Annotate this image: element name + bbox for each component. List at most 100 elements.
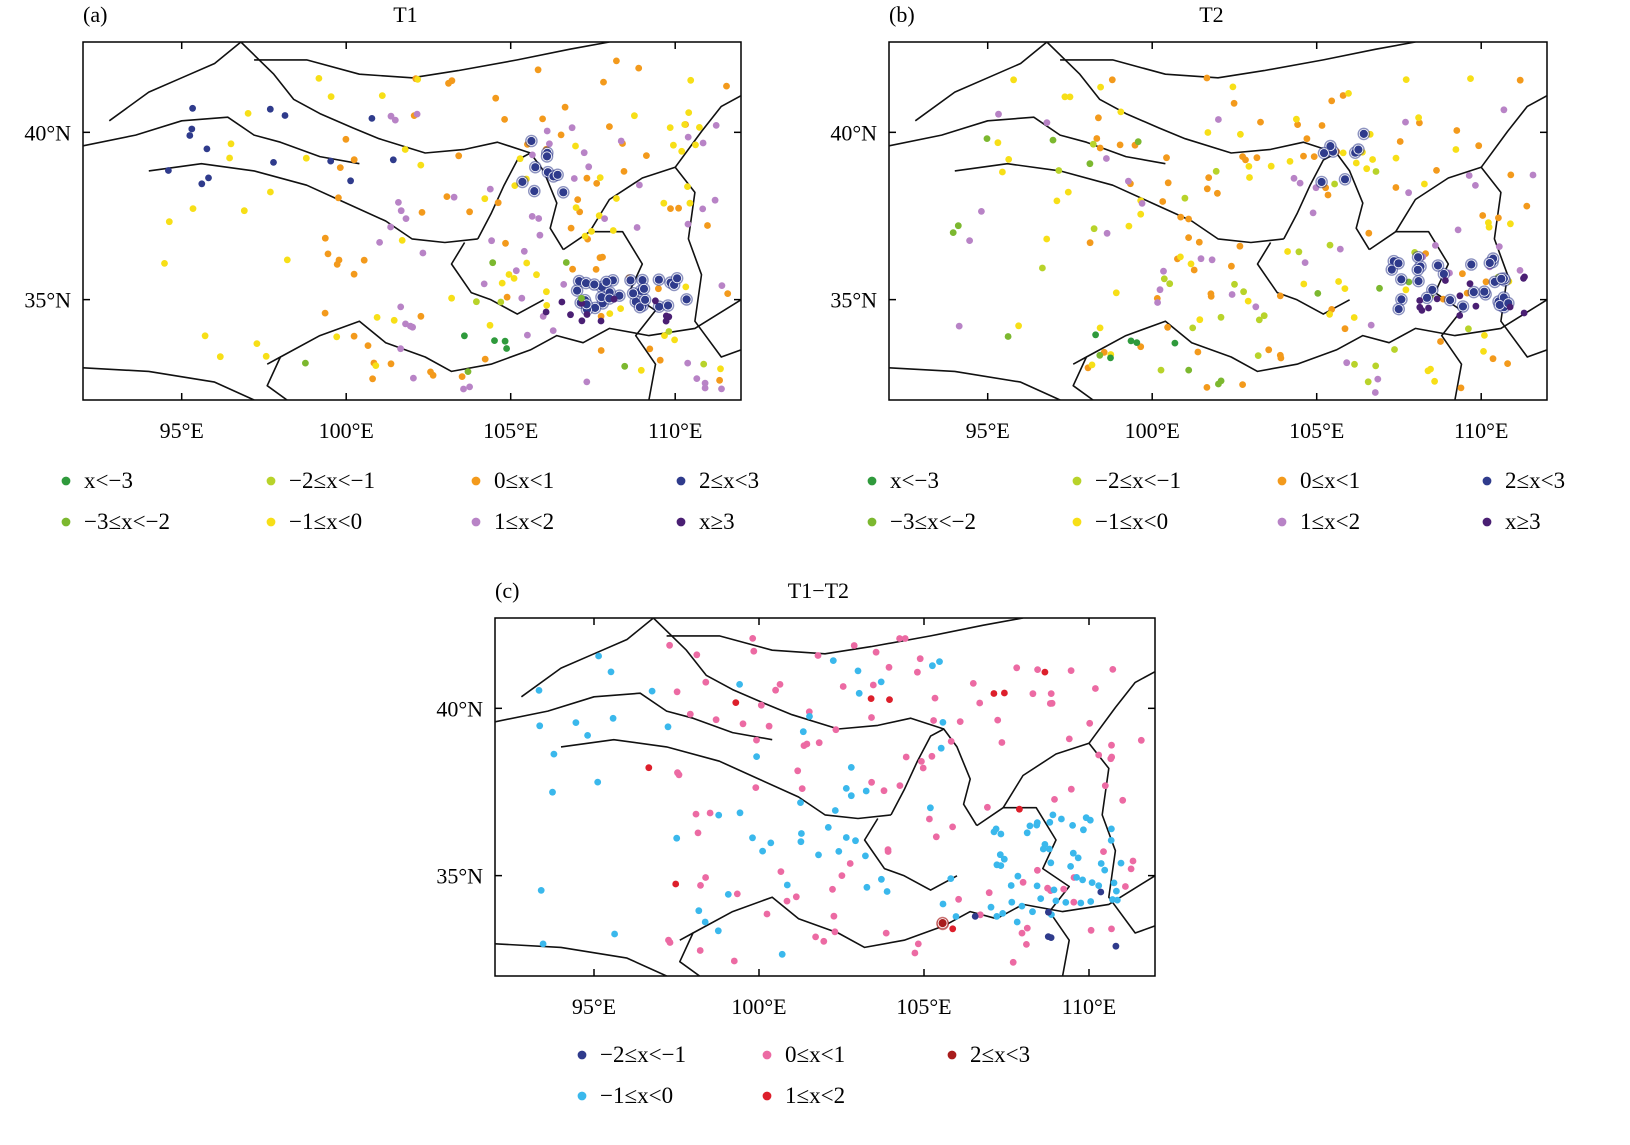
- station-dot: [501, 116, 508, 123]
- station-dot: [1041, 668, 1049, 676]
- station-dot: [662, 317, 670, 325]
- station-dot: [759, 847, 766, 855]
- station-dot: [949, 925, 957, 933]
- station-dot: [765, 722, 773, 730]
- station-dot: [1520, 309, 1528, 317]
- station-dot: [378, 92, 386, 99]
- border-line: [254, 42, 610, 79]
- station-dot: [1014, 872, 1022, 880]
- station-dot: [1339, 149, 1347, 157]
- station-dot: [1405, 189, 1412, 197]
- station-dot: [693, 651, 701, 659]
- station-dot: [1454, 226, 1462, 234]
- station-dot: [1328, 97, 1336, 105]
- station-dot: [684, 183, 691, 191]
- station-dot: [1157, 366, 1165, 374]
- station-dot: [1371, 389, 1379, 396]
- station-dot-ring: [1392, 302, 1405, 316]
- station-dot: [596, 174, 604, 182]
- station-dot: [1339, 92, 1347, 99]
- station-dot: [1482, 278, 1490, 286]
- station-dot: [226, 154, 234, 162]
- station-dot: [984, 803, 991, 811]
- legend-b: x<−3 −2≤x<−1 0≤x<1 2≤x<3 −3≤x<−2 −1≤x<0 1≤x<2 x…: [866, 468, 1565, 534]
- station-dot-ring: [624, 273, 637, 287]
- station-dot: [1295, 248, 1303, 256]
- station-dot: [1391, 346, 1398, 353]
- station-dot: [1090, 225, 1098, 233]
- station-dot: [753, 736, 760, 744]
- station-dot: [1013, 918, 1021, 926]
- legend-item: −3≤x<−2: [60, 509, 170, 534]
- station-dot: [165, 167, 172, 174]
- station-dot: [1125, 222, 1133, 230]
- station-dot: [578, 294, 585, 302]
- station-dot: [675, 204, 682, 212]
- station-dot: [896, 782, 904, 789]
- station-dot-ring: [525, 134, 538, 148]
- station-dot: [1215, 116, 1222, 123]
- station-dot: [417, 161, 425, 169]
- legend-item: 0≤x<1: [470, 468, 554, 493]
- station-dot: [646, 345, 654, 353]
- border-line: [450, 242, 544, 315]
- station-dot: [448, 77, 456, 85]
- station-dot-ring: [540, 150, 554, 163]
- station-dot: [763, 910, 771, 918]
- station-dot: [987, 903, 995, 911]
- station-dot: [501, 337, 509, 345]
- station-dot: [829, 657, 837, 664]
- border-line: [666, 618, 1024, 655]
- station-dot: [203, 145, 211, 153]
- station-dot: [717, 365, 724, 373]
- station-dot: [855, 689, 863, 697]
- station-dot: [448, 294, 455, 302]
- station-dot: [1129, 857, 1137, 865]
- station-dot: [216, 353, 224, 361]
- station-dot: [489, 259, 497, 267]
- station-dot: [189, 104, 197, 112]
- station-dot: [606, 310, 614, 317]
- x-tick-label: 95°E: [572, 994, 616, 1019]
- station-dot: [686, 710, 694, 718]
- border-line: [914, 42, 1048, 122]
- station-dot: [1343, 359, 1351, 367]
- station-dot: [832, 726, 840, 734]
- legend-swatch: [1071, 475, 1083, 487]
- panel-title: T1: [393, 2, 417, 27]
- station-dot: [976, 699, 984, 707]
- station-dot: [1457, 384, 1465, 392]
- station-dot: [919, 764, 927, 772]
- station-dot: [302, 359, 309, 367]
- station-dot: [952, 913, 960, 920]
- legend-swatch: [761, 1090, 773, 1102]
- station-dot: [1500, 106, 1508, 114]
- x-tick-label: 95°E: [160, 418, 204, 443]
- station-dot: [570, 175, 578, 182]
- station-dot: [1310, 153, 1318, 161]
- station-dot: [503, 345, 510, 352]
- station-dot: [1239, 381, 1246, 388]
- legend-label: 1≤x<2: [494, 509, 554, 534]
- station-dot: [665, 328, 673, 335]
- station-dot: [696, 947, 704, 954]
- station-dot: [560, 281, 568, 288]
- station-dot: [1364, 378, 1372, 386]
- station-dot: [1018, 902, 1026, 910]
- station-dot: [662, 312, 670, 320]
- legend-swatch: [470, 475, 482, 487]
- station-dot: [1067, 785, 1075, 793]
- station-dot: [955, 895, 962, 903]
- station-dot: [862, 787, 870, 795]
- station-dot: [685, 109, 693, 116]
- station-dot: [928, 752, 936, 760]
- station-dot: [996, 851, 1004, 859]
- border-line: [890, 728, 978, 827]
- legend-label: −2≤x<−1: [600, 1042, 686, 1067]
- station-dot: [852, 837, 859, 845]
- station-dot: [628, 288, 639, 299]
- station-dot: [1402, 76, 1410, 83]
- map-frame: [494, 617, 1156, 977]
- border-line: [1060, 42, 1416, 79]
- map-panel-c: 40°N 35°N 95°E 100°E 105°E 110°E (c) T1−T2: [436, 578, 1156, 1019]
